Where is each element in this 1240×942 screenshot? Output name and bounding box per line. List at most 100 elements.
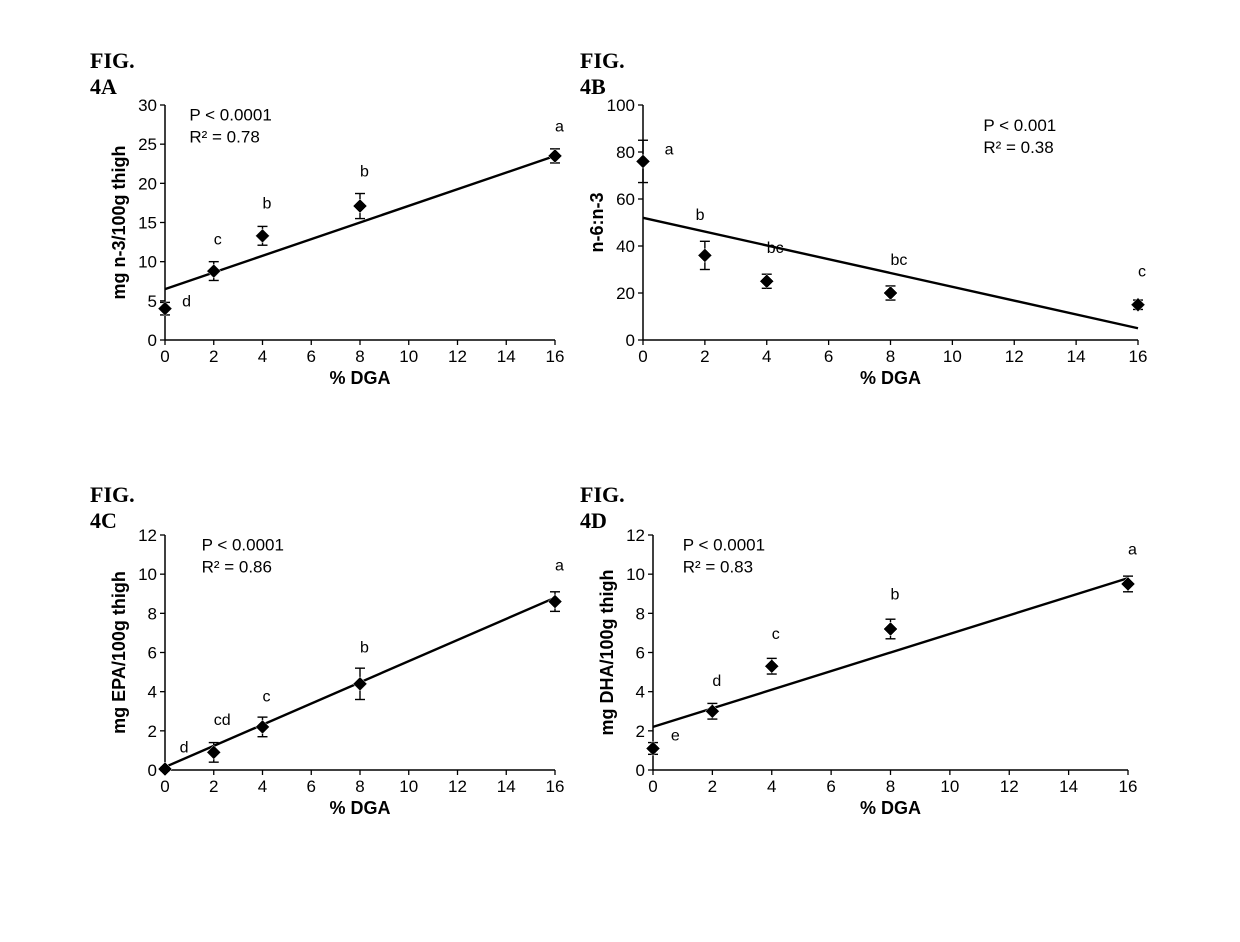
svg-text:8: 8 xyxy=(636,604,645,623)
svg-text:0: 0 xyxy=(148,761,157,780)
svg-text:b: b xyxy=(891,587,900,604)
svg-text:4: 4 xyxy=(258,347,267,366)
svg-text:15: 15 xyxy=(138,214,157,233)
svg-text:a: a xyxy=(1128,542,1137,559)
svg-text:d: d xyxy=(182,293,191,310)
svg-text:6: 6 xyxy=(824,347,833,366)
svg-text:12: 12 xyxy=(626,526,645,545)
svg-text:R² = 0.78: R² = 0.78 xyxy=(189,128,259,147)
svg-text:40: 40 xyxy=(616,237,635,256)
svg-text:60: 60 xyxy=(616,190,635,209)
svg-text:c: c xyxy=(1138,264,1146,281)
svg-text:10: 10 xyxy=(626,565,645,584)
svg-text:16: 16 xyxy=(1129,347,1148,366)
svg-text:8: 8 xyxy=(886,777,895,796)
svg-text:0: 0 xyxy=(626,331,635,350)
svg-text:mg EPA/100g thigh: mg EPA/100g thigh xyxy=(109,571,129,734)
svg-text:4: 4 xyxy=(636,683,645,702)
svg-text:P < 0.0001: P < 0.0001 xyxy=(202,536,284,555)
svg-text:2: 2 xyxy=(708,777,717,796)
svg-text:6: 6 xyxy=(307,777,316,796)
svg-text:n-6:n-3: n-6:n-3 xyxy=(587,193,607,253)
svg-text:80: 80 xyxy=(616,143,635,162)
svg-text:16: 16 xyxy=(546,777,565,796)
svg-text:cd: cd xyxy=(214,712,231,729)
svg-text:16: 16 xyxy=(1119,777,1138,796)
svg-text:R² = 0.83: R² = 0.83 xyxy=(683,558,753,577)
svg-text:14: 14 xyxy=(1067,347,1086,366)
svg-text:12: 12 xyxy=(138,526,157,545)
svg-text:5: 5 xyxy=(148,292,157,311)
panel-a-chart: 0510152025300246810121416% DGAmg n-3/100… xyxy=(95,90,585,400)
svg-text:2: 2 xyxy=(148,722,157,741)
svg-text:14: 14 xyxy=(497,347,516,366)
svg-text:0: 0 xyxy=(636,761,645,780)
svg-text:c: c xyxy=(772,626,780,643)
svg-text:8: 8 xyxy=(355,347,364,366)
svg-text:4: 4 xyxy=(767,777,776,796)
svg-text:16: 16 xyxy=(546,347,565,366)
page: { "layout": { "page_width": 1240, "page_… xyxy=(0,0,1240,942)
svg-text:a: a xyxy=(665,141,674,158)
svg-text:2: 2 xyxy=(209,777,218,796)
svg-text:10: 10 xyxy=(940,777,959,796)
svg-text:10: 10 xyxy=(138,565,157,584)
svg-text:mg DHA/100g thigh: mg DHA/100g thigh xyxy=(597,569,617,735)
svg-text:0: 0 xyxy=(160,347,169,366)
panel-b-chart: 0204060801000246810121416% DGAn-6:n-3abb… xyxy=(583,90,1173,400)
svg-text:0: 0 xyxy=(648,777,657,796)
svg-text:14: 14 xyxy=(497,777,516,796)
svg-text:8: 8 xyxy=(148,604,157,623)
svg-text:6: 6 xyxy=(636,644,645,663)
svg-text:b: b xyxy=(360,163,369,180)
svg-text:4: 4 xyxy=(762,347,771,366)
svg-text:bc: bc xyxy=(891,252,908,269)
svg-text:8: 8 xyxy=(355,777,364,796)
svg-text:R² = 0.38: R² = 0.38 xyxy=(983,138,1053,157)
svg-text:c: c xyxy=(214,231,222,248)
svg-text:0: 0 xyxy=(638,347,647,366)
svg-text:4: 4 xyxy=(148,683,157,702)
svg-text:% DGA: % DGA xyxy=(860,368,921,388)
svg-text:10: 10 xyxy=(399,347,418,366)
svg-text:2: 2 xyxy=(636,722,645,741)
svg-text:a: a xyxy=(555,119,564,136)
svg-text:12: 12 xyxy=(448,777,467,796)
svg-text:2: 2 xyxy=(209,347,218,366)
svg-text:8: 8 xyxy=(886,347,895,366)
svg-text:4: 4 xyxy=(258,777,267,796)
svg-text:% DGA: % DGA xyxy=(329,798,390,818)
svg-text:mg n-3/100g thigh: mg n-3/100g thigh xyxy=(109,145,129,299)
svg-text:12: 12 xyxy=(1005,347,1024,366)
panel-c-chart: 0 2 4 6 8 10 12 0 2 4 6 8 10 12 14 16 % DGA mg EPA/100g t… xyxy=(95,520,585,830)
svg-text:0: 0 xyxy=(148,331,157,350)
svg-text:% DGA: % DGA xyxy=(329,368,390,388)
svg-text:P < 0.0001: P < 0.0001 xyxy=(683,536,765,555)
svg-text:12: 12 xyxy=(1000,777,1019,796)
svg-text:c: c xyxy=(263,688,271,705)
svg-text:P < 0.0001: P < 0.0001 xyxy=(189,106,271,125)
svg-text:bc: bc xyxy=(767,240,784,257)
svg-text:30: 30 xyxy=(138,96,157,115)
panel-d-chart: 0 2 4 6 8 10 12 0 2 4 6 8 10 12 14 16 % DGA mg DHA/100g t… xyxy=(583,520,1148,830)
svg-text:P < 0.001: P < 0.001 xyxy=(983,116,1056,135)
svg-text:14: 14 xyxy=(1059,777,1078,796)
svg-text:b: b xyxy=(360,640,369,657)
svg-text:6: 6 xyxy=(148,644,157,663)
svg-text:b: b xyxy=(696,207,705,224)
svg-text:10: 10 xyxy=(399,777,418,796)
svg-text:20: 20 xyxy=(138,174,157,193)
svg-text:10: 10 xyxy=(943,347,962,366)
svg-text:e: e xyxy=(671,728,680,745)
svg-text:% DGA: % DGA xyxy=(860,798,921,818)
svg-text:0: 0 xyxy=(160,777,169,796)
svg-text:20: 20 xyxy=(616,284,635,303)
svg-text:b: b xyxy=(263,195,272,212)
svg-text:12: 12 xyxy=(448,347,467,366)
svg-text:R² = 0.86: R² = 0.86 xyxy=(202,558,272,577)
svg-text:6: 6 xyxy=(826,777,835,796)
svg-text:25: 25 xyxy=(138,135,157,154)
svg-text:d: d xyxy=(712,673,721,690)
svg-text:100: 100 xyxy=(607,96,635,115)
svg-text:6: 6 xyxy=(307,347,316,366)
